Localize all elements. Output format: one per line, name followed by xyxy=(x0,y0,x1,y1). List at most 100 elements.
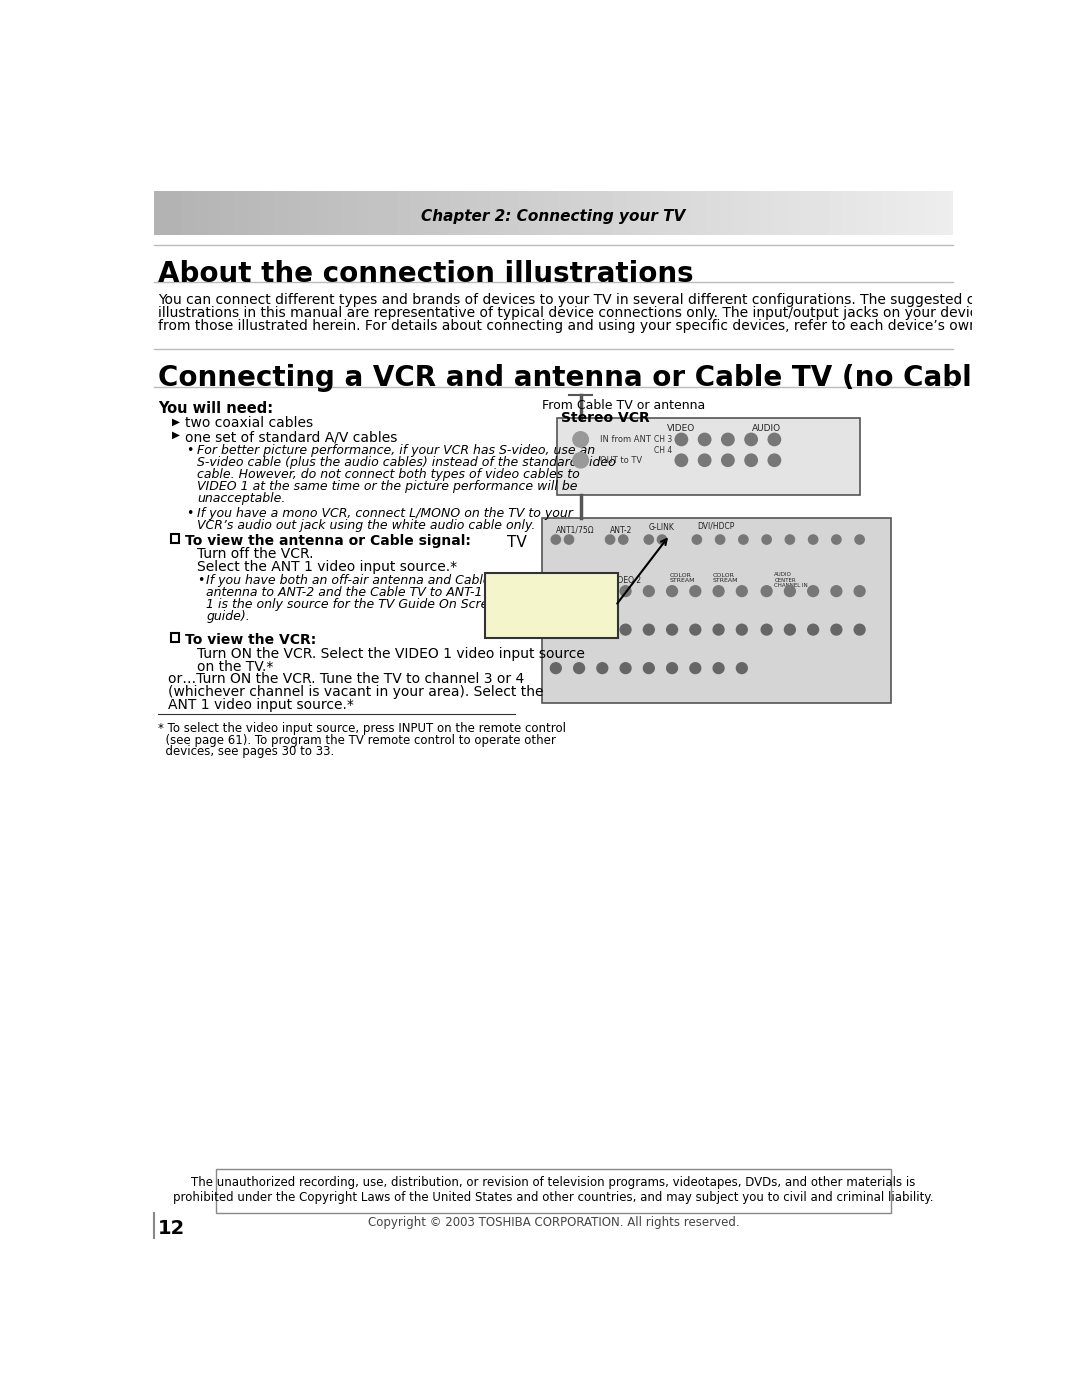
Text: To view the VCR:: To view the VCR: xyxy=(185,633,315,647)
Circle shape xyxy=(855,535,864,545)
Circle shape xyxy=(644,662,654,673)
Circle shape xyxy=(620,624,631,636)
Circle shape xyxy=(768,454,781,467)
Circle shape xyxy=(572,453,589,468)
Circle shape xyxy=(572,432,589,447)
Text: illustrations in this manual are representative of typical device connections on: illustrations in this manual are represe… xyxy=(159,306,1069,320)
Circle shape xyxy=(784,624,795,636)
Text: AUDIO: AUDIO xyxy=(752,425,781,433)
Text: ANT 1 video input source.*: ANT 1 video input source.* xyxy=(167,698,353,712)
Text: the G-LINK jack: the G-LINK jack xyxy=(494,609,596,623)
Circle shape xyxy=(809,535,818,545)
Circle shape xyxy=(832,535,841,545)
Circle shape xyxy=(565,535,573,545)
Circle shape xyxy=(597,585,608,597)
Text: IN from ANT: IN from ANT xyxy=(600,434,651,444)
Circle shape xyxy=(597,662,608,673)
Circle shape xyxy=(745,454,757,467)
Text: CH 3: CH 3 xyxy=(654,434,673,444)
Circle shape xyxy=(808,624,819,636)
Text: (see page 25): (see page 25) xyxy=(494,622,584,636)
Circle shape xyxy=(644,585,654,597)
Text: •: • xyxy=(186,507,193,520)
Bar xyxy=(171,633,179,643)
Circle shape xyxy=(551,662,562,673)
Text: cable. However, do not connect both types of video cables to: cable. However, do not connect both type… xyxy=(197,468,580,481)
Circle shape xyxy=(831,624,841,636)
Text: (see page 61). To program the TV remote control to operate other: (see page 61). To program the TV remote … xyxy=(159,733,556,746)
Circle shape xyxy=(551,585,562,597)
Circle shape xyxy=(644,624,654,636)
Text: (whichever channel is vacant in your area). Select the: (whichever channel is vacant in your are… xyxy=(167,685,543,698)
Circle shape xyxy=(690,624,701,636)
Circle shape xyxy=(761,624,772,636)
Text: two coaxial cables: two coaxial cables xyxy=(185,416,313,430)
Text: To view the antenna or Cable signal:: To view the antenna or Cable signal: xyxy=(185,534,471,548)
Text: ▶: ▶ xyxy=(172,430,180,440)
Circle shape xyxy=(785,535,795,545)
Circle shape xyxy=(606,535,615,545)
Text: unacceptable.: unacceptable. xyxy=(197,492,285,504)
Text: ▶: ▶ xyxy=(172,416,180,426)
Text: About the connection illustrations: About the connection illustrations xyxy=(159,260,693,288)
Circle shape xyxy=(784,585,795,597)
Text: CH 4: CH 4 xyxy=(654,446,673,454)
Circle shape xyxy=(620,585,631,597)
Circle shape xyxy=(551,535,561,545)
Text: S-video cable (plus the audio cables) instead of the standard video: S-video cable (plus the audio cables) in… xyxy=(197,455,616,469)
Bar xyxy=(557,418,860,495)
Text: one set of standard A/V cables: one set of standard A/V cables xyxy=(185,430,397,444)
Text: ANT1/75Ω: ANT1/75Ω xyxy=(556,525,594,535)
Circle shape xyxy=(666,585,677,597)
Circle shape xyxy=(573,662,584,673)
Text: TV: TV xyxy=(507,535,527,550)
Circle shape xyxy=(675,433,688,446)
Circle shape xyxy=(761,585,772,597)
Text: Turn off the VCR.: Turn off the VCR. xyxy=(197,548,313,562)
Circle shape xyxy=(808,585,819,597)
Circle shape xyxy=(713,585,724,597)
Text: COLOR
STREAM: COLOR STREAM xyxy=(713,573,738,584)
Text: antenna to ANT-2 and the Cable TV to ANT-1 (because ANT-: antenna to ANT-2 and the Cable TV to ANT… xyxy=(206,587,576,599)
Circle shape xyxy=(699,433,711,446)
Circle shape xyxy=(713,662,724,673)
Text: guide).: guide). xyxy=(206,610,251,623)
Circle shape xyxy=(762,535,771,545)
Text: COLOR
STREAM: COLOR STREAM xyxy=(670,573,696,584)
Bar xyxy=(216,1169,891,1214)
Text: Connecting a VCR and antenna or Cable TV (no Cable box): Connecting a VCR and antenna or Cable TV… xyxy=(159,365,1070,393)
FancyBboxPatch shape xyxy=(485,573,618,638)
Text: VIDEO: VIDEO xyxy=(667,425,696,433)
Text: From Cable TV or antenna: From Cable TV or antenna xyxy=(542,398,705,412)
Text: prohibited under the Copyright Laws of the United States and other countries, an: prohibited under the Copyright Laws of t… xyxy=(173,1192,934,1204)
Text: VIDEO 1 at the same time or the picture performance will be: VIDEO 1 at the same time or the picture … xyxy=(197,481,578,493)
Text: •: • xyxy=(197,574,204,587)
Circle shape xyxy=(644,535,653,545)
Circle shape xyxy=(737,585,747,597)
Circle shape xyxy=(854,624,865,636)
Circle shape xyxy=(713,624,724,636)
Circle shape xyxy=(699,454,711,467)
Text: blaster cable to: blaster cable to xyxy=(494,598,597,610)
Circle shape xyxy=(854,585,865,597)
Text: Chapter 2: Connecting your TV: Chapter 2: Connecting your TV xyxy=(421,208,686,224)
Text: G-LINK: G-LINK xyxy=(649,522,675,532)
Bar xyxy=(171,534,179,542)
Text: * To select the video input source, press INPUT on the remote control: * To select the video input source, pres… xyxy=(159,722,566,735)
Text: You can connect different types and brands of devices to your TV in several diff: You can connect different types and bran… xyxy=(159,293,1043,307)
Text: Connect the IR: Connect the IR xyxy=(494,585,592,598)
Circle shape xyxy=(666,662,677,673)
Text: Stereo VCR: Stereo VCR xyxy=(562,411,650,425)
Bar xyxy=(542,518,891,703)
Circle shape xyxy=(619,535,627,545)
Text: ANT-2: ANT-2 xyxy=(610,525,633,535)
Circle shape xyxy=(715,535,725,545)
Circle shape xyxy=(721,433,734,446)
Circle shape xyxy=(573,585,584,597)
Text: The unauthorized recording, use, distribution, or revision of television program: The unauthorized recording, use, distrib… xyxy=(191,1176,916,1189)
Circle shape xyxy=(675,454,688,467)
Text: on the TV.*: on the TV.* xyxy=(197,659,273,673)
Text: DVI/HDCP: DVI/HDCP xyxy=(697,521,734,529)
Circle shape xyxy=(768,433,781,446)
Circle shape xyxy=(666,624,677,636)
